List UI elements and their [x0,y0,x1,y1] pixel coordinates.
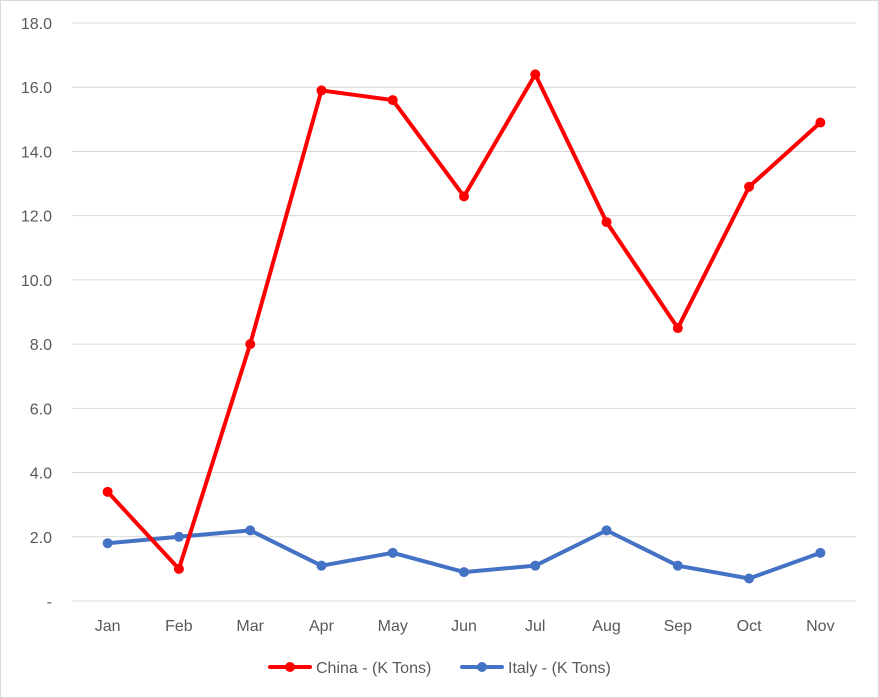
legend-swatch-marker [477,662,487,672]
series-line [105,72,823,571]
data-point [744,573,755,584]
x-tick-label: Jul [525,618,545,635]
data-point [601,525,612,536]
data-point [387,95,398,106]
series-lines [102,69,826,584]
data-point [173,563,184,574]
y-tick-label: 16.0 [21,80,52,97]
y-tick-label: 12.0 [21,209,52,226]
data-point [102,486,113,497]
x-tick-label: Mar [236,618,264,635]
data-point [102,538,113,549]
y-tick-label: 6.0 [30,401,52,418]
y-tick-label: 2.0 [30,530,52,547]
data-point [173,531,184,542]
data-point [672,323,683,334]
x-tick-label: Aug [592,618,620,635]
data-point [459,567,469,578]
data-point [245,339,256,350]
legend-item-0: China - (K Tons) [268,660,431,677]
y-tick-label: 8.0 [30,337,52,354]
y-tick-label: 4.0 [30,466,52,483]
y-tick-label: 18.0 [21,16,52,33]
x-tick-label: Nov [806,618,834,635]
y-axis-tick-labels: - 2.0 4.0 6.0 8.0 10.0 12.0 14.0 16.0 18.0 [21,16,52,611]
gridlines [72,22,856,602]
legend-label: Italy - (K Tons) [508,660,611,677]
x-tick-label: Sep [664,618,693,635]
data-point [815,117,826,128]
x-tick-label: Apr [309,618,335,635]
data-point [530,560,541,571]
legend-label: China - (K Tons) [316,660,431,677]
x-tick-label: Jun [451,618,477,635]
x-tick-label: Oct [737,618,762,635]
series-0 [102,69,826,574]
data-point [459,191,469,202]
x-axis-tick-labels: Jan Feb Mar Apr May Jun Jul Aug Sep Oct Nov [95,618,835,635]
data-point [316,85,327,96]
x-tick-label: Jan [95,618,121,635]
data-point [387,547,398,558]
legend-item-1: Italy - (K Tons) [460,660,611,677]
data-point [245,525,256,536]
data-point [744,181,755,192]
data-point [316,560,327,571]
legend: China - (K Tons) Italy - (K Tons) [268,660,611,677]
y-tick-label: 10.0 [21,273,52,290]
data-point [601,217,612,228]
data-point [815,547,826,558]
y-tick-label: - [47,594,52,611]
x-tick-label: May [378,618,408,635]
data-point [530,69,541,80]
legend-swatch-marker [285,662,295,672]
data-point [672,560,683,571]
x-tick-label: Feb [165,618,193,635]
y-tick-label: 14.0 [21,144,52,161]
series-1 [102,525,826,584]
